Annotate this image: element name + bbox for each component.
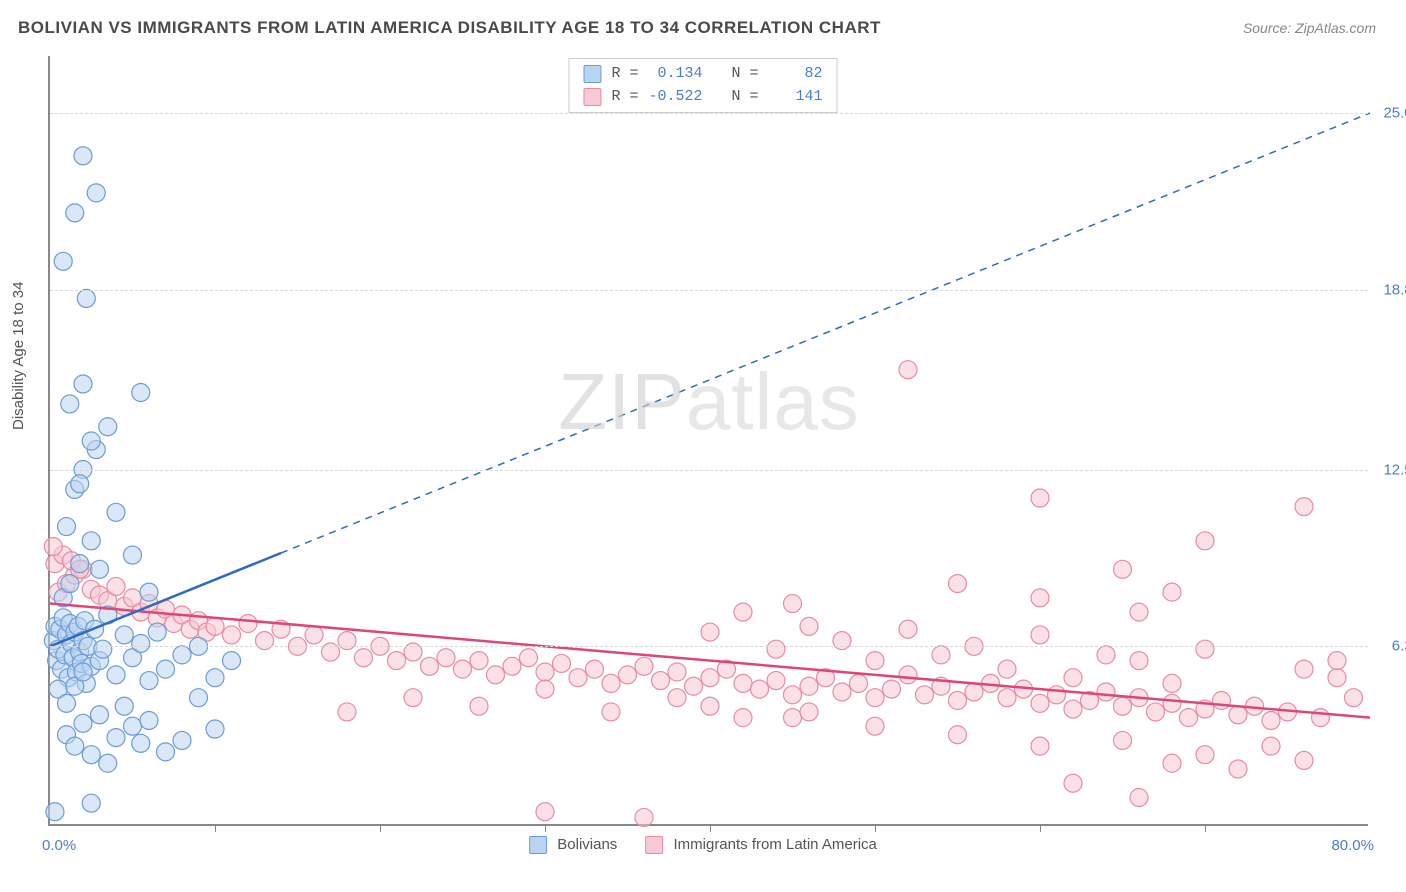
x-tick — [1205, 824, 1206, 832]
y-tick-label: 18.8% — [1383, 281, 1406, 298]
stats-row-immigrants: R = -0.522 N = 141 — [583, 86, 822, 109]
swatch-immigrants-icon — [583, 88, 601, 106]
y-tick-label: 6.3% — [1392, 638, 1406, 655]
gridline — [50, 113, 1368, 114]
x-tick — [380, 824, 381, 832]
y-tick-label: 25.0% — [1383, 105, 1406, 122]
legend-label-bolivians: Bolivians — [557, 836, 617, 853]
swatch-bolivians-icon — [529, 836, 547, 854]
r-value-immigrants: -0.522 — [648, 86, 702, 109]
legend-item-immigrants: Immigrants from Latin America — [645, 836, 877, 854]
r-value-bolivians: 0.134 — [648, 63, 702, 86]
chart-svg — [50, 56, 1368, 824]
x-tick — [1040, 824, 1041, 832]
x-tick — [215, 824, 216, 832]
y-tick-label: 12.5% — [1383, 461, 1406, 478]
chart-title: BOLIVIAN VS IMMIGRANTS FROM LATIN AMERIC… — [18, 18, 881, 38]
n-value-immigrants: 141 — [769, 86, 823, 109]
r-label: R = — [611, 86, 638, 109]
y-axis-label: Disability Age 18 to 34 — [10, 282, 27, 430]
gridline — [50, 290, 1368, 291]
n-label: N = — [732, 63, 759, 86]
legend-item-bolivians: Bolivians — [529, 836, 617, 854]
r-label: R = — [611, 63, 638, 86]
x-axis-min-label: 0.0% — [42, 837, 76, 854]
swatch-bolivians-icon — [583, 65, 601, 83]
stats-row-bolivians: R = 0.134 N = 82 — [583, 63, 822, 86]
x-tick — [875, 824, 876, 832]
correlation-stats-box: R = 0.134 N = 82 R = -0.522 N = 141 — [568, 58, 837, 113]
gridline — [50, 646, 1368, 647]
chart-header: BOLIVIAN VS IMMIGRANTS FROM LATIN AMERIC… — [0, 0, 1406, 46]
chart-source: Source: ZipAtlas.com — [1243, 20, 1376, 36]
x-tick — [710, 824, 711, 832]
chart-legend: Bolivians Immigrants from Latin America — [529, 836, 877, 854]
x-axis-max-label: 80.0% — [1331, 837, 1374, 854]
n-label: N = — [732, 86, 759, 109]
gridline — [50, 470, 1368, 471]
legend-label-immigrants: Immigrants from Latin America — [673, 836, 876, 853]
x-tick — [545, 824, 546, 832]
n-value-bolivians: 82 — [769, 63, 823, 86]
swatch-immigrants-icon — [645, 836, 663, 854]
chart-plot-area: ZIPatlas 6.3%12.5%18.8%25.0% — [48, 56, 1368, 826]
